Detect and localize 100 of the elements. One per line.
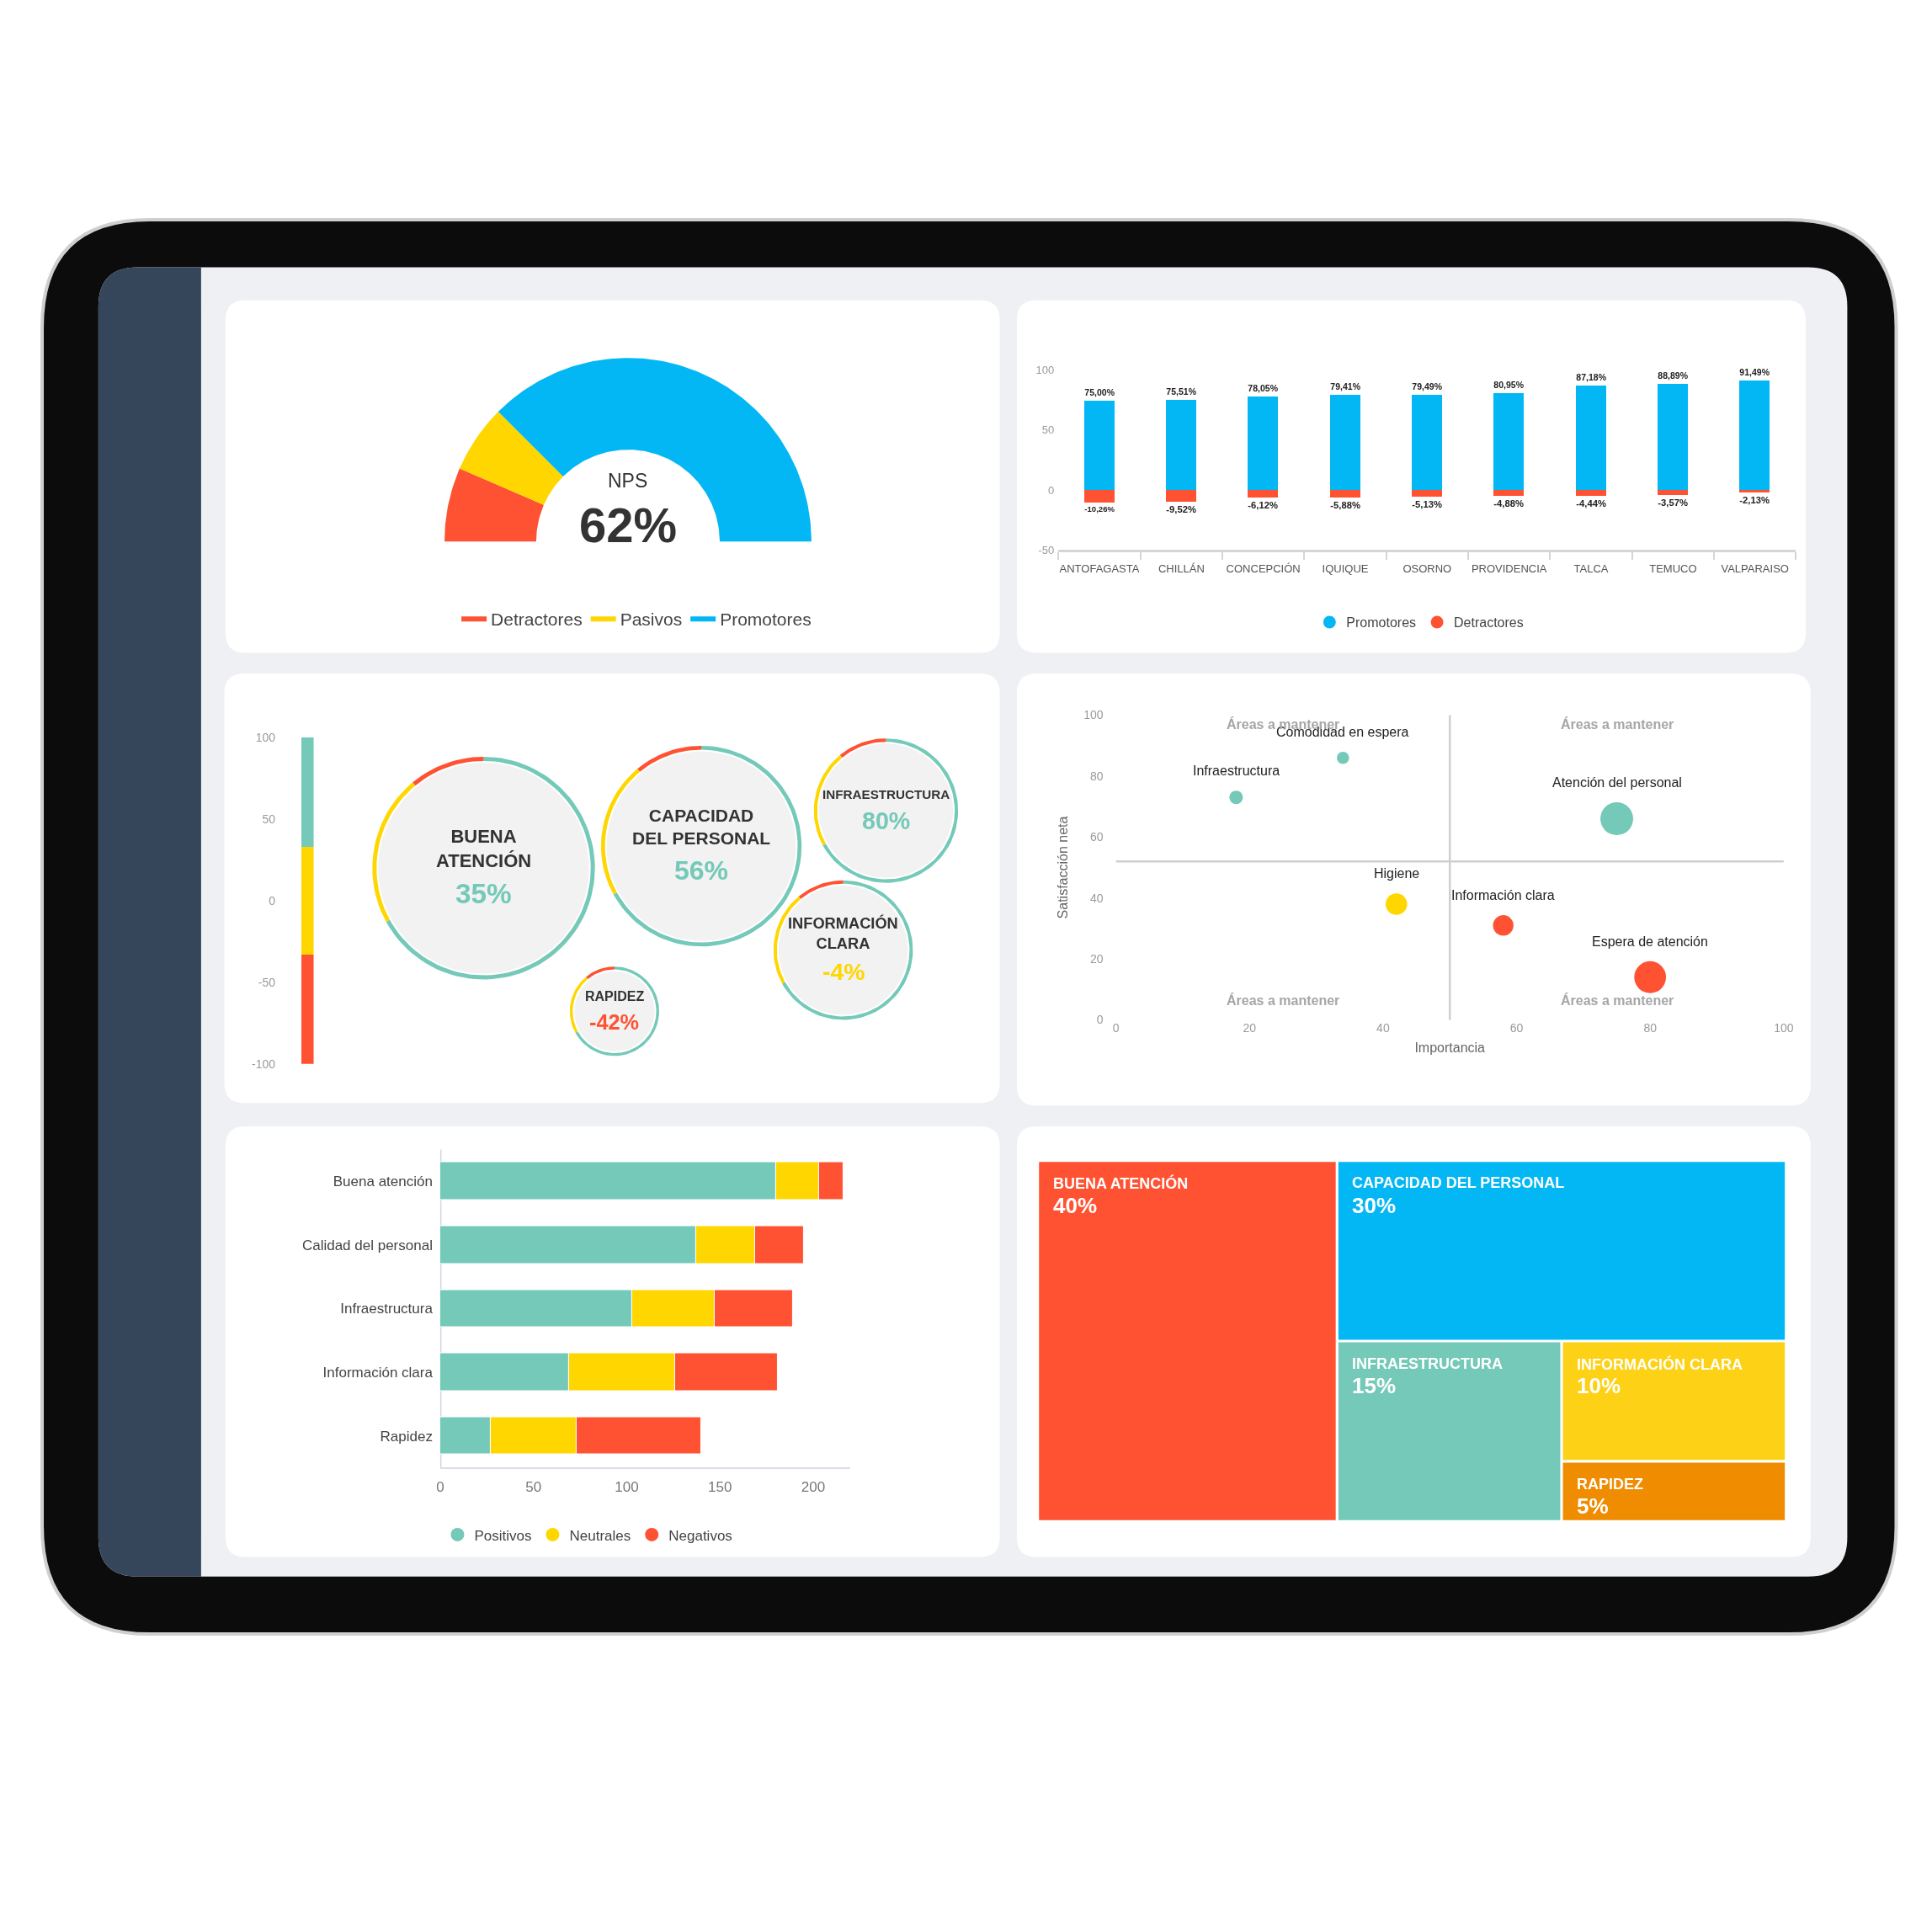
data-label: 75,51%	[1166, 386, 1197, 397]
bar	[1658, 383, 1689, 490]
x-tick-label: OSORNO	[1402, 562, 1452, 575]
x-tick-label: 40	[1376, 1021, 1390, 1035]
bar	[1330, 394, 1361, 490]
data-label: -2,13%	[1739, 495, 1770, 505]
annotation: Higiene	[1374, 866, 1420, 881]
x-tick-label: 200	[801, 1478, 826, 1495]
x-tick-label: PROVIDENCIA	[1471, 562, 1547, 575]
category-label: BUENA ATENCIÓN	[1053, 1174, 1189, 1192]
data-label: -9,52%	[1166, 504, 1196, 514]
bar	[1739, 489, 1770, 492]
y-tick-label: 100	[1035, 364, 1055, 377]
data-label: 40%	[1053, 1193, 1098, 1218]
text: NPS	[608, 470, 648, 492]
bar	[1576, 489, 1607, 496]
data-label: 88,89%	[1658, 370, 1689, 381]
bar	[1739, 380, 1770, 490]
legend-label: Promotores	[1346, 615, 1417, 631]
y-tick-label: 50	[262, 812, 276, 826]
bar	[1248, 396, 1279, 490]
data-label: -3,57%	[1658, 498, 1688, 508]
x-tick-label: ANTOFAGASTA	[1059, 562, 1140, 575]
data-label: -6,12%	[1248, 500, 1278, 510]
data-label: 10%	[1577, 1373, 1621, 1398]
bar	[1658, 489, 1689, 495]
y-tick-label: 60	[1090, 830, 1104, 844]
x-tick-label: CHILLÁN	[1158, 562, 1205, 575]
category-label: INFRAESTRUCTURA	[1352, 1355, 1503, 1372]
x-tick-label: TALCA	[1573, 562, 1609, 575]
data-label: -5,13%	[1412, 499, 1442, 509]
y-tick-label: -50	[258, 975, 276, 989]
data-label: 79,49%	[1412, 381, 1443, 392]
x-tick-label: 0	[436, 1478, 444, 1495]
x-tick-label: 60	[1509, 1021, 1524, 1035]
data-label: -5,88%	[1330, 500, 1360, 510]
x-tick-label: TEMUCO	[1649, 562, 1697, 575]
bar	[1493, 489, 1525, 496]
data-label: 75,00%	[1084, 387, 1115, 398]
x-tick-label: 50	[525, 1478, 542, 1495]
bar	[1412, 394, 1443, 490]
x-tick-label: CONCEPCIÓN	[1226, 562, 1301, 575]
data-label: 78,05%	[1248, 383, 1279, 394]
legend-label: Detractores	[491, 609, 583, 629]
y-tick-label: Rapidez	[380, 1428, 433, 1445]
annotation: Atención del personal	[1552, 775, 1682, 790]
y-tick-label: -50	[1038, 543, 1055, 556]
y-tick-label: Infraestructura	[340, 1301, 434, 1317]
bar	[1576, 385, 1607, 490]
legend-label: Promotores	[720, 609, 812, 629]
x-tick-label: VALPARAISO	[1721, 562, 1789, 575]
bar	[1166, 489, 1197, 502]
bar	[1166, 399, 1197, 490]
bar	[1330, 489, 1361, 498]
annotation: Información clara	[1451, 888, 1555, 902]
annotation: Áreas a mantener	[1227, 993, 1340, 1008]
y-tick-label: 100	[255, 730, 276, 744]
bar	[1084, 489, 1115, 503]
x-tick-label: 100	[615, 1478, 639, 1495]
y-tick-label: 100	[1083, 708, 1104, 722]
x-tick-label: 0	[1112, 1021, 1120, 1035]
y-tick-label: -100	[252, 1056, 276, 1071]
bar	[1412, 489, 1443, 497]
annotation: Áreas a mantener	[1561, 993, 1674, 1008]
data-label: 5%	[1577, 1493, 1609, 1519]
legend-label: Positivos	[474, 1527, 532, 1544]
y-tick-label: 50	[1041, 423, 1055, 437]
y-tick-label: 20	[1090, 951, 1104, 966]
data-label: 15%	[1352, 1373, 1397, 1398]
x-tick-label: 150	[708, 1478, 732, 1495]
data-label: 87,18%	[1576, 372, 1607, 383]
category-label: CAPACIDAD DEL PERSONAL	[1352, 1174, 1565, 1191]
bar	[1084, 400, 1115, 490]
y-tick-label: Información clara	[322, 1365, 434, 1381]
data-label: 79,41%	[1330, 381, 1361, 392]
legend-label: Pasivos	[620, 609, 683, 629]
x-tick-label: IQUIQUE	[1322, 562, 1369, 575]
bar	[1493, 392, 1525, 490]
category-label: RAPIDEZ	[1577, 1476, 1644, 1493]
x-tick-label: 20	[1243, 1021, 1257, 1035]
annotation: Áreas a mantener	[1561, 716, 1674, 732]
y-tick-label: 0	[1048, 483, 1055, 497]
y-axis-title: Satisfacción neta	[1056, 816, 1071, 919]
y-tick-label: 40	[1090, 891, 1104, 905]
x-axis-title: Importancia	[1414, 1041, 1486, 1056]
data-label: 80,95%	[1493, 380, 1525, 391]
annotation: Infraestructura	[1193, 764, 1280, 778]
x-tick-label: 80	[1643, 1021, 1658, 1035]
annotation: Espera de atención	[1592, 934, 1708, 949]
data-label: 30%	[1352, 1193, 1397, 1218]
y-tick-label: Buena atención	[333, 1174, 433, 1190]
data-label: -4,88%	[1493, 498, 1524, 508]
text: 62%	[579, 498, 678, 552]
data-label: -10,26%	[1084, 504, 1115, 514]
category-label: INFORMACIÓN CLARA	[1577, 1355, 1743, 1373]
bar	[1248, 489, 1279, 498]
y-tick-label: Calidad del personal	[301, 1237, 433, 1253]
legend-label: Negativos	[668, 1527, 732, 1544]
legend-label: Neutrales	[569, 1527, 631, 1544]
data-label: 91,49%	[1739, 367, 1770, 378]
